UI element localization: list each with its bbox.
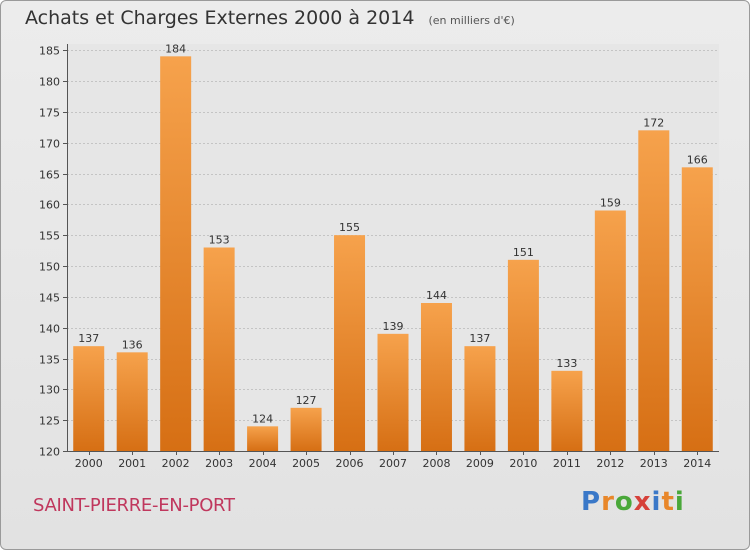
x-tick-label: 2007 (379, 457, 407, 470)
y-tick-label: 165 (39, 169, 60, 182)
x-tick-label: 2006 (336, 457, 364, 470)
y-tick-label: 140 (39, 323, 60, 336)
place-name: SAINT-PIERRE-EN-PORT (33, 495, 235, 516)
y-tick-label: 130 (39, 384, 60, 397)
y-tick-label: 185 (39, 45, 60, 58)
x-tick-label: 2013 (640, 457, 668, 470)
x-tick-label: 2011 (553, 457, 581, 470)
bar (638, 130, 670, 452)
y-tick-label: 145 (39, 292, 60, 305)
y-tick-label: 180 (39, 76, 60, 89)
y-tick-label: 170 (39, 138, 60, 151)
y-tick-label: 120 (39, 446, 60, 459)
data-label: 137 (78, 332, 99, 345)
data-label: 184 (165, 42, 186, 55)
bar (420, 303, 452, 451)
x-tick-label: 2004 (249, 457, 277, 470)
bar (290, 407, 322, 451)
data-label: 144 (426, 289, 447, 302)
y-tick-label: 175 (39, 107, 60, 120)
bar (377, 333, 409, 451)
data-label: 159 (600, 197, 621, 210)
data-label: 155 (339, 221, 360, 234)
logo-letter: o (614, 487, 634, 517)
x-tick-label: 2010 (509, 457, 537, 470)
bar (247, 426, 279, 451)
title-text: Achats et Charges Externes 2000 à 2014 (25, 7, 415, 29)
logo-letter: x (633, 487, 652, 517)
bar (160, 56, 192, 451)
y-tick-label: 135 (39, 354, 60, 367)
data-label: 127 (296, 394, 317, 407)
x-tick-label: 2009 (466, 457, 494, 470)
bar (116, 352, 148, 451)
data-label: 133 (556, 357, 577, 370)
x-tick-label: 2012 (596, 457, 624, 470)
data-label: 166 (687, 153, 708, 166)
logo-letter: i (674, 487, 685, 517)
y-tick-label: 125 (39, 415, 60, 428)
x-tick-label: 2005 (292, 457, 320, 470)
y-tick-label: 150 (39, 261, 60, 274)
data-label: 137 (469, 332, 490, 345)
x-tick-label: 2014 (683, 457, 711, 470)
x-tick-label: 2002 (162, 457, 190, 470)
logo-letter: P (581, 487, 602, 517)
data-label: 153 (209, 234, 230, 247)
bar (507, 259, 539, 451)
bar (464, 346, 496, 451)
data-label: 151 (513, 246, 534, 259)
chart-title: Achats et Charges Externes 2000 à 2014 (… (25, 7, 515, 29)
y-tick-label: 160 (39, 199, 60, 212)
logo-letter: t (661, 487, 675, 517)
y-tick-label: 155 (39, 230, 60, 243)
x-tick-label: 2000 (75, 457, 103, 470)
logo-letter: r (601, 487, 615, 517)
subtitle-text: (en milliers d'€) (428, 14, 515, 27)
data-label: 172 (643, 116, 664, 129)
x-tick-label: 2008 (422, 457, 450, 470)
bar (594, 210, 626, 451)
bar (551, 370, 583, 451)
data-label: 124 (252, 412, 273, 425)
bar (73, 346, 105, 451)
bar (681, 167, 713, 452)
bar (203, 247, 235, 451)
proxiti-logo: Proxiti (581, 487, 685, 517)
x-tick-label: 2001 (118, 457, 146, 470)
bar (334, 235, 366, 451)
data-label: 136 (122, 338, 143, 351)
data-label: 139 (383, 320, 404, 333)
x-tick-label: 2003 (205, 457, 233, 470)
logo-letter: i (651, 487, 662, 517)
